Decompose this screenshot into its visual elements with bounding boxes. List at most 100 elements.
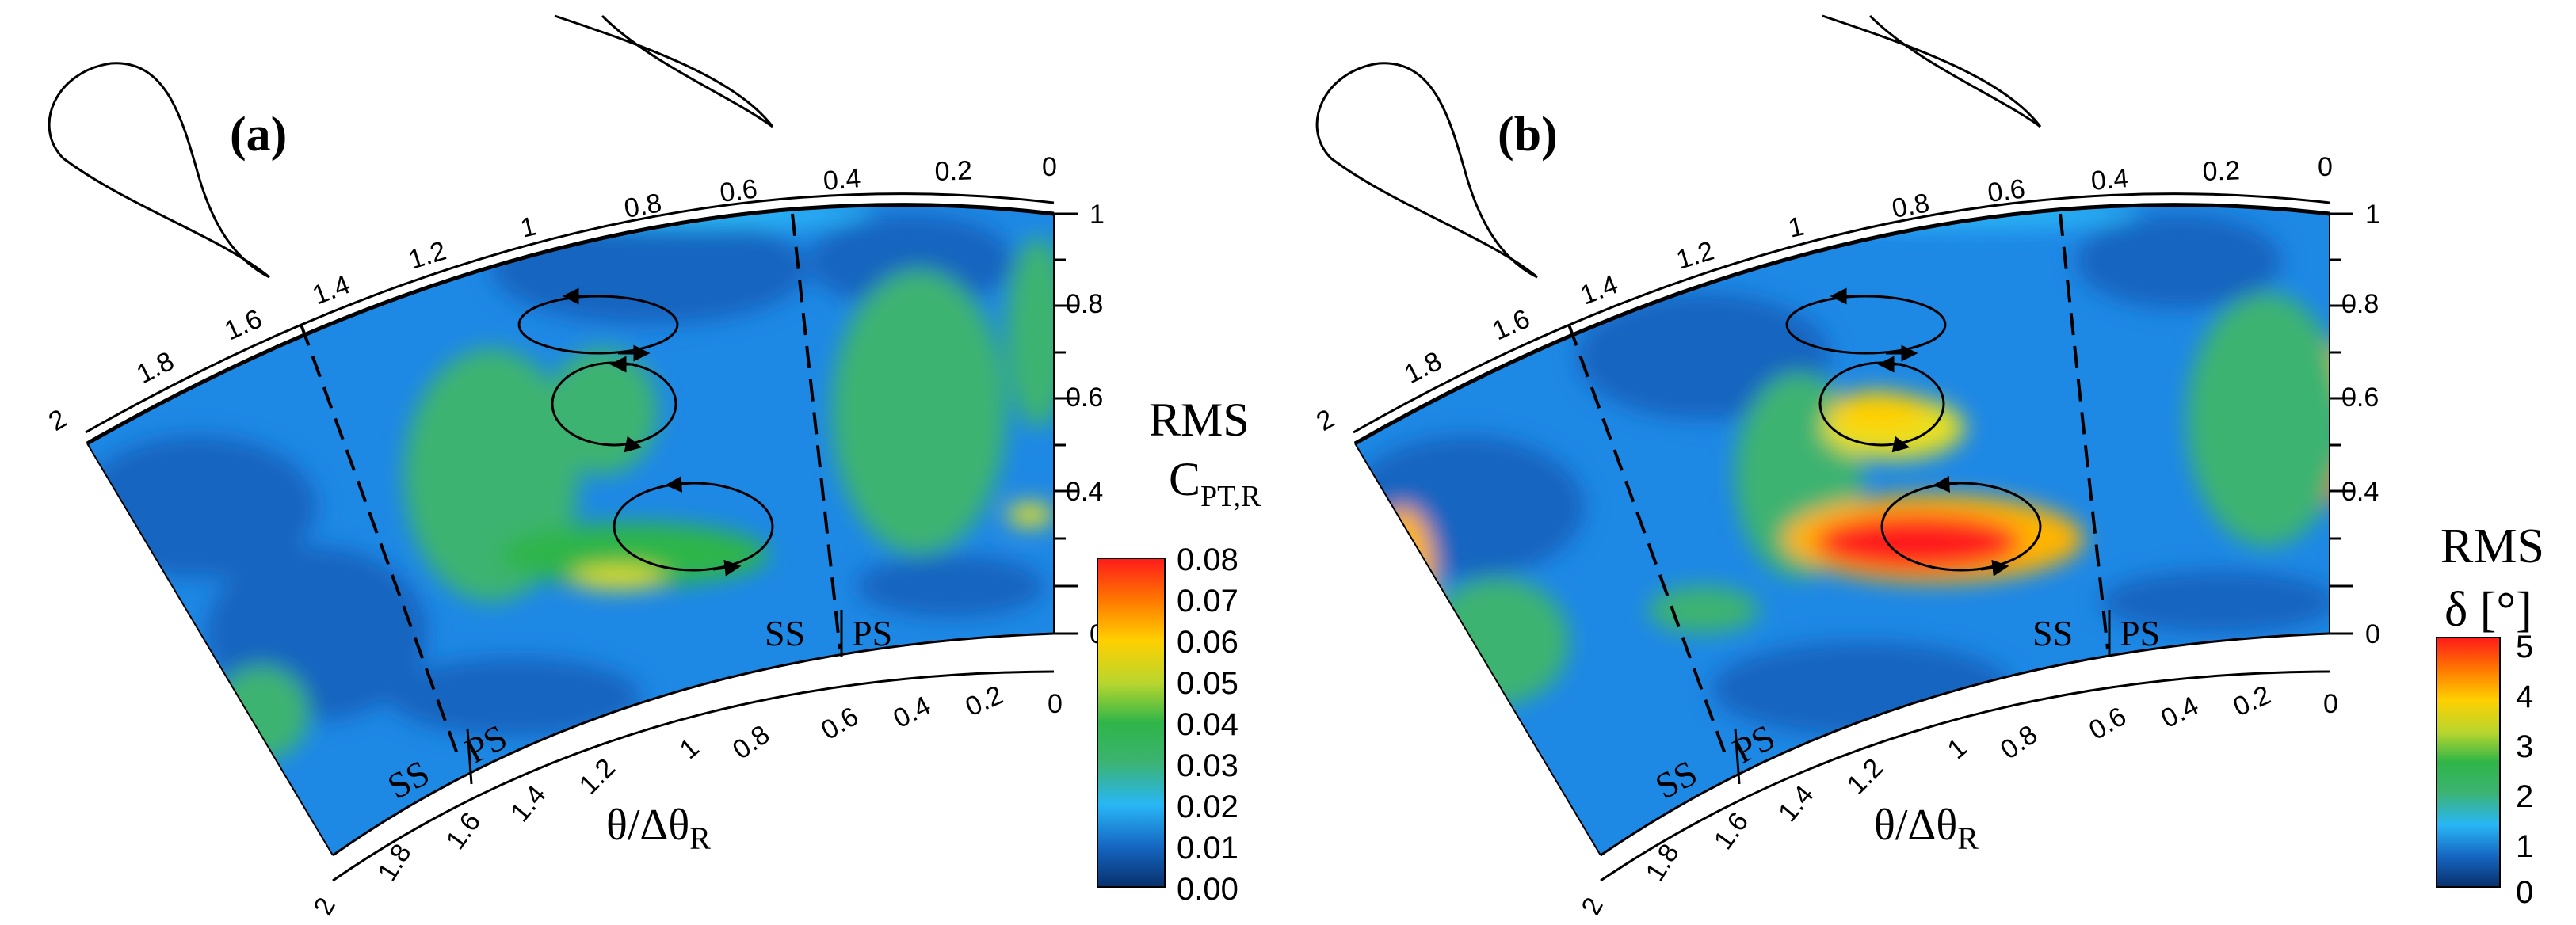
tick-bot-a-1.6: 1.6 xyxy=(441,807,487,855)
radial-tick-a-0.8: 0.8 xyxy=(1066,289,1103,319)
radial-tick-marks-b xyxy=(2330,212,2353,635)
tick-bot-a-1.4: 1.4 xyxy=(505,780,551,828)
domain-left-edge-b xyxy=(1354,443,1601,856)
radial-tick-b-0: 0 xyxy=(2365,619,2380,649)
cb-tick-a-0.08: 0.08 xyxy=(1177,542,1238,577)
radial-ticks-b: 1 0.8 0.6 0.4 0 xyxy=(2341,200,2380,649)
tick-top-b-0.4: 0.4 xyxy=(2089,163,2129,196)
casing-arc-a xyxy=(86,203,1055,446)
tick-top-a-0.6: 0.6 xyxy=(718,173,759,207)
radial-tick-marks-a xyxy=(1054,212,1078,635)
tick-bot-b-0: 0 xyxy=(2323,689,2338,719)
ps-label-a2: PS xyxy=(852,613,892,653)
colorbar-title-b-line2: δ [°] xyxy=(2444,583,2532,637)
tick-bot-b-1.4: 1.4 xyxy=(1773,780,1819,828)
tick-top-a-1.8: 1.8 xyxy=(132,346,178,390)
tick-top-b-1.4: 1.4 xyxy=(1576,269,1622,310)
cb-tick-a-0.03: 0.03 xyxy=(1177,748,1238,783)
cb-tick-a-0.02: 0.02 xyxy=(1177,790,1238,824)
cb-tick-a-0.05: 0.05 xyxy=(1177,666,1238,701)
ss-label-b2: SS xyxy=(2032,613,2073,653)
tick-bot-a-1: 1 xyxy=(674,733,705,765)
tick-bot-a-2: 2 xyxy=(308,893,342,920)
panel-a: (a) 2 1.8 1.6 1.4 1.2 1 0.8 0.6 0.4 0.2 … xyxy=(44,14,1261,920)
cb-tick-a-0.07: 0.07 xyxy=(1177,584,1238,619)
ss-label-a2: SS xyxy=(765,613,805,653)
blade-profile-b2 xyxy=(1822,14,2042,128)
domain-left-edge-a xyxy=(86,443,334,856)
tick-top-a-1.6: 1.6 xyxy=(220,303,267,346)
colorbar-title-a-line2: CPT,R xyxy=(1169,453,1261,513)
cb-tick-a-0.06: 0.06 xyxy=(1177,625,1238,660)
tick-bot-b-2: 2 xyxy=(1576,893,1609,920)
tick-top-a-0.8: 0.8 xyxy=(622,188,664,224)
cb-tick-b-5: 5 xyxy=(2516,630,2533,664)
radial-tick-b-1: 1 xyxy=(2365,200,2380,230)
vortex-a3 xyxy=(613,482,774,572)
vortex-b3 xyxy=(1880,482,2042,572)
colorbar-a xyxy=(1097,558,1166,888)
tick-bot-b-0.2: 0.2 xyxy=(2229,679,2276,722)
panel-label-a: (a) xyxy=(230,108,287,162)
colorbar-title-a-line1: RMS xyxy=(1149,394,1250,446)
tick-top-a-0.4: 0.4 xyxy=(822,163,861,196)
tick-top-b-0.8: 0.8 xyxy=(1890,188,1932,224)
tick-top-b-0.6: 0.6 xyxy=(1986,173,2027,207)
hub-outer-arc-b xyxy=(1600,670,2330,882)
tick-top-a-0: 0 xyxy=(1042,152,1057,182)
colorbar-ticks-b: 5 4 3 2 1 0 xyxy=(2516,630,2533,910)
tick-top-b-0.2: 0.2 xyxy=(2202,155,2241,187)
hub-arc-a xyxy=(332,632,1055,857)
tick-top-a-1: 1 xyxy=(517,211,539,244)
ps-label-b2: PS xyxy=(2120,613,2160,653)
casing-outer-arc-b xyxy=(1353,192,2330,434)
tick-top-b-1.8: 1.8 xyxy=(1399,346,1446,390)
tick-bot-b-1.6: 1.6 xyxy=(1708,807,1755,855)
cb-tick-b-4: 4 xyxy=(2516,679,2533,714)
tick-top-b-2: 2 xyxy=(1311,404,1339,437)
blade-profile-b1 xyxy=(1315,62,1538,279)
colorbar-ticks-a: 0.08 0.07 0.06 0.05 0.04 0.03 0.02 0.01 … xyxy=(1177,542,1238,907)
axis-title-b: θ/ΔθR xyxy=(1874,801,1979,856)
colorbar-b xyxy=(2436,637,2501,888)
axis-title-a: θ/ΔθR xyxy=(606,801,711,856)
tick-top-b-0: 0 xyxy=(2318,152,2333,182)
tick-bot-a-0.6: 0.6 xyxy=(816,701,864,746)
tick-top-b-1.2: 1.2 xyxy=(1673,235,1717,275)
cb-tick-b-2: 2 xyxy=(2516,779,2533,814)
tick-bot-a-0.8: 0.8 xyxy=(727,719,776,765)
cb-tick-b-0: 0 xyxy=(2516,875,2533,910)
panel-b: (b) 2 1.8 1.6 1.4 1.2 1 0.8 0.6 0.4 0.2 … xyxy=(1311,14,2544,920)
tick-top-a-0.2: 0.2 xyxy=(934,155,973,187)
tick-bot-b-1.2: 1.2 xyxy=(1841,752,1889,800)
tick-bot-a-1.2: 1.2 xyxy=(574,752,621,800)
tick-bot-a-0.4: 0.4 xyxy=(888,691,935,734)
wake-line-b2 xyxy=(2059,213,2109,650)
tick-top-b-1: 1 xyxy=(1785,211,1807,244)
tick-bot-a-0: 0 xyxy=(1048,689,1063,719)
tick-bot-b-0.6: 0.6 xyxy=(2084,701,2131,746)
tick-top-b-1.6: 1.6 xyxy=(1488,303,1535,346)
contour-field-a xyxy=(87,204,1054,856)
blade-profile-a1 xyxy=(48,62,270,279)
cb-tick-a-0.01: 0.01 xyxy=(1177,831,1238,866)
wake-line-a1 xyxy=(300,324,461,761)
wake-line-a2 xyxy=(791,213,841,650)
casing-arc-b xyxy=(1353,203,2330,446)
vortex-b1 xyxy=(1785,295,1947,355)
tick-bot-a-1.8: 1.8 xyxy=(372,839,418,886)
panel-label-b: (b) xyxy=(1498,108,1558,162)
radial-tick-b-0.8: 0.8 xyxy=(2341,289,2379,319)
tick-bot-b-0.8: 0.8 xyxy=(1995,719,2044,765)
tick-bot-b-0.4: 0.4 xyxy=(2156,691,2203,734)
hub-outer-arc-a xyxy=(332,670,1055,882)
cb-tick-a-0.00: 0.00 xyxy=(1177,872,1238,907)
contour-field-b xyxy=(1355,204,2330,856)
cb-tick-a-0.04: 0.04 xyxy=(1177,707,1238,742)
tick-top-a-2: 2 xyxy=(44,404,71,437)
cb-tick-b-1: 1 xyxy=(2516,829,2533,864)
wake-line-b1 xyxy=(1567,324,1729,761)
vortex-a1 xyxy=(517,295,679,355)
tick-bot-b-1: 1 xyxy=(1942,733,1973,765)
